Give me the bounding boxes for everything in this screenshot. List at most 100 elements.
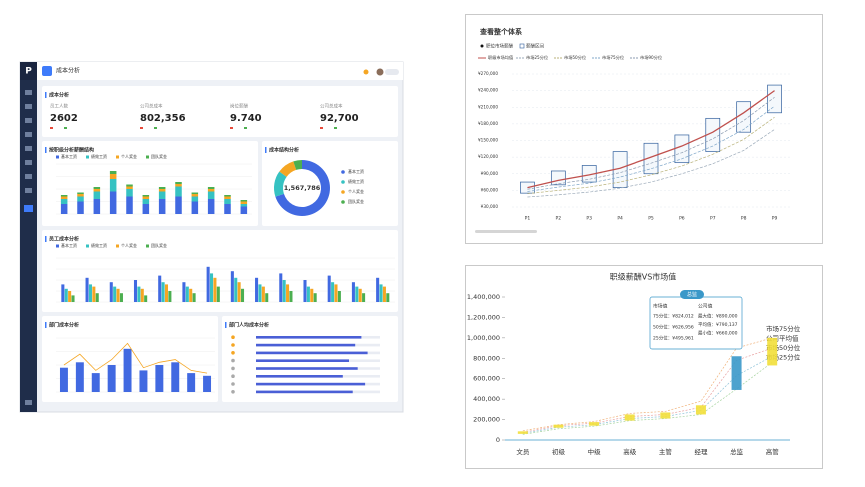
series-line <box>527 90 775 189</box>
x-tick-label: P1 <box>525 216 531 222</box>
kpi-value: 92,700 <box>320 113 359 124</box>
bar <box>256 336 362 339</box>
y-tick-label: ¥240,000 <box>478 88 498 93</box>
x-tick-label: 主管 <box>659 447 673 456</box>
range-box <box>553 424 564 428</box>
x-tick-label: P8 <box>741 216 747 222</box>
bar-segment <box>93 199 101 214</box>
bar <box>279 273 283 302</box>
donut-slice <box>293 160 302 170</box>
tooltip-row: 75分位：¥824,012 <box>653 313 694 320</box>
bar-segment <box>77 194 84 197</box>
bar-segment <box>77 201 84 214</box>
bar <box>337 291 341 302</box>
bar-segment <box>126 196 133 214</box>
bar-segment <box>142 196 150 199</box>
bar <box>379 284 383 302</box>
bar <box>310 288 314 302</box>
bar-segment <box>240 200 248 202</box>
bar-segment <box>207 191 215 199</box>
bar <box>187 373 196 392</box>
scrollbar[interactable] <box>475 230 537 233</box>
chart-title: 职级薪酬VS市场值 <box>610 272 677 282</box>
kpi-label: 岗位薪酬 <box>230 103 248 110</box>
bar <box>289 291 293 302</box>
bar-segment <box>175 184 182 187</box>
logo: P <box>25 67 32 77</box>
bar <box>185 286 189 302</box>
notice-icon[interactable] <box>363 69 369 75</box>
range-box <box>731 356 742 390</box>
series-line <box>527 116 775 195</box>
bar <box>334 284 338 302</box>
legend-label: 基本工资 <box>61 242 77 248</box>
row-icon <box>231 335 235 340</box>
bar <box>116 288 120 302</box>
legend-swatch <box>86 244 89 248</box>
x-tick-label: 中级 <box>588 447 602 456</box>
bar <box>133 280 138 302</box>
row-icon <box>231 382 235 386</box>
bar-segment <box>109 171 117 174</box>
avatar[interactable] <box>376 68 384 76</box>
bar <box>382 286 386 302</box>
x-tick-label: 文员 <box>516 447 530 456</box>
bar-segment <box>224 196 231 199</box>
bar-segment <box>240 204 248 207</box>
bar-segment <box>126 186 133 189</box>
kpi-value: 2602 <box>50 113 78 124</box>
kpi-trend <box>334 127 337 129</box>
panel-title: 部门人均成本分析 <box>229 322 269 329</box>
legend-label: 团队奖金 <box>151 242 167 248</box>
bar <box>182 282 186 302</box>
user-menu[interactable] <box>385 69 399 75</box>
kpi-trend <box>154 127 157 129</box>
bar-segment <box>60 196 68 199</box>
legend-label: 绩效工资 <box>91 242 107 248</box>
legend-label: 基本工资 <box>61 153 77 159</box>
kpi-trend <box>320 127 323 129</box>
range-box <box>589 422 600 426</box>
bar <box>355 286 359 302</box>
trend-line <box>63 342 208 374</box>
bar <box>91 373 100 392</box>
bar <box>216 286 220 302</box>
bar <box>331 282 335 302</box>
bar <box>158 275 162 302</box>
legend-swatch <box>116 155 119 159</box>
bar <box>92 286 96 302</box>
legend-label: 个人奖金 <box>121 153 137 159</box>
bar <box>206 266 210 302</box>
bar <box>155 365 164 392</box>
bar-segment <box>175 186 182 197</box>
legend-label: 市场25分位 <box>526 54 548 61</box>
y-tick-label: ¥210,000 <box>478 104 498 109</box>
bar <box>255 277 259 302</box>
bar <box>362 293 366 302</box>
y-tick-label: ¥270,000 <box>478 71 498 76</box>
bar <box>256 343 356 347</box>
bar <box>59 367 68 392</box>
bar <box>75 362 84 392</box>
bar-segment <box>175 196 182 214</box>
bar <box>171 362 180 392</box>
bar <box>256 351 368 355</box>
bar-segment <box>240 201 248 204</box>
bar <box>237 282 241 302</box>
legend-label: 市场50分位 <box>564 54 586 61</box>
bar <box>139 370 148 392</box>
bar-segment <box>109 174 117 179</box>
series-label: 市场25分位 <box>766 353 801 362</box>
kpi-trend <box>50 127 53 129</box>
bar <box>164 284 169 302</box>
logo-box <box>20 62 37 80</box>
x-tick-label: 高级 <box>623 447 637 456</box>
header-icon <box>42 66 52 76</box>
x-tick-label: 经理 <box>694 447 708 456</box>
legend-label: 基本工资 <box>348 168 364 174</box>
range-box <box>517 431 528 434</box>
bar <box>258 284 262 302</box>
legend-swatch <box>56 155 59 159</box>
legend-swatch <box>86 155 89 159</box>
bar <box>203 375 212 392</box>
